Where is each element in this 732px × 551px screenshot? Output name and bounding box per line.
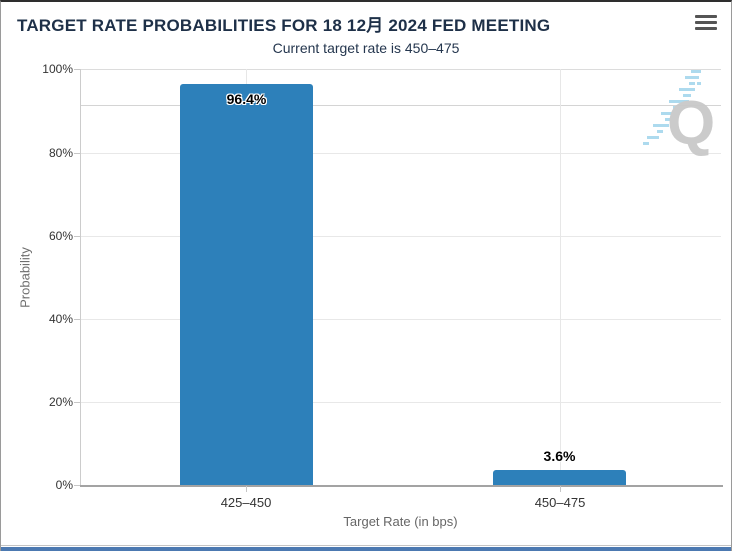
y-axis-tick: [74, 69, 80, 71]
y-axis-tick-label: 40%: [48, 311, 73, 326]
y-axis-tick: [74, 152, 80, 154]
horizontal-gridline: [80, 318, 721, 320]
y-axis-tick: [74, 318, 80, 320]
hamburger-bar: [695, 15, 717, 18]
hamburger-bar: [695, 27, 717, 30]
chart-title: TARGET RATE PROBABILITIES FOR 18 12月 202…: [17, 16, 551, 35]
x-axis-category-label: 450–475: [534, 495, 586, 510]
frame-divider: [1, 545, 731, 546]
vertical-gridline: [560, 69, 561, 485]
x-axis-tick: [246, 486, 247, 492]
bar-450-475[interactable]: [493, 470, 626, 485]
y-axis-tick: [74, 485, 80, 486]
horizontal-gridline: [80, 235, 721, 237]
bar-425-450[interactable]: [180, 84, 313, 485]
x-axis-category-label: 425–450: [220, 495, 272, 510]
horizontal-gridline: [80, 152, 721, 154]
y-axis-tick: [74, 401, 80, 403]
q-logo-watermark: Q: [643, 70, 715, 158]
x-axis-title: Target Rate (in bps): [343, 514, 458, 529]
bottom-accent-bar: [1, 547, 731, 551]
y-axis-tick-label: 0%: [55, 478, 73, 492]
x-axis-line: [80, 485, 723, 487]
hamburger-bar: [695, 21, 717, 24]
y-axis-tick-label: 80%: [48, 145, 73, 160]
y-axis-tick-label: 20%: [48, 394, 73, 409]
hamburger-menu-icon[interactable]: [695, 15, 717, 30]
y-axis-line: [80, 69, 81, 485]
watermark-letter: Q: [667, 89, 715, 158]
chart-subtitle: Current target rate is 450–475: [272, 40, 460, 56]
horizontal-gridline: [80, 401, 721, 403]
y-axis-tick: [74, 235, 80, 237]
y-axis-tick-label: 100%: [42, 62, 73, 77]
horizontal-gridline: [80, 69, 721, 71]
watermark-dashes: [643, 70, 701, 145]
faint-reference-line: [80, 104, 721, 106]
y-axis-tick-label: 60%: [48, 228, 73, 243]
bar-value-label: 3.6%: [543, 448, 576, 465]
x-axis-tick: [560, 486, 561, 492]
bar-value-label: 96.4%: [226, 91, 267, 108]
